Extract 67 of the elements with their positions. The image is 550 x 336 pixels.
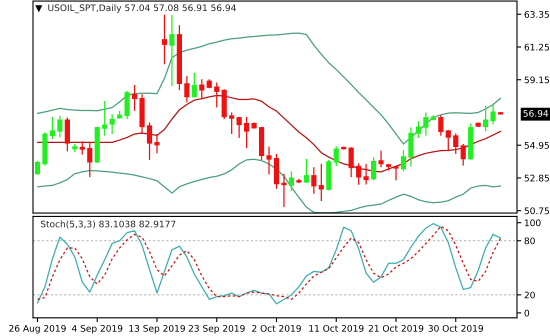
candlestick [304,158,309,184]
candlestick [400,149,406,172]
candlestick [64,116,70,152]
candlestick [124,90,130,120]
candlestick [236,116,242,139]
candlestick [184,75,190,104]
x-tick-label: 30 Oct 2019 [428,324,484,332]
candlestick [356,162,362,186]
candlestick [483,105,488,132]
candlestick [288,170,294,192]
y-tick-label: 61.25 [524,44,549,51]
x-tick-label: 21 Oct 2019 [368,324,424,332]
text: 56.94 [524,110,548,117]
y-tick-label: 20 [524,292,535,298]
candlestick [378,150,384,168]
chart-title: Stoch(5,3,3) 83.1038 82.9177 [40,220,176,228]
candlestick [102,100,108,136]
candlestick [50,116,56,140]
candlestick [110,114,115,135]
y-tick-label: 63.35 [524,10,549,18]
candlestick [266,146,272,176]
candlestick [446,129,451,152]
x-tick-label: 23 Sep 2019 [188,324,245,334]
candlestick [311,166,316,194]
candlestick [169,14,175,87]
x-tick-label: 11 Oct 2019 [309,324,364,332]
y-tick-label: 54.95 [524,142,549,149]
candlestick [460,143,466,166]
line-series [36,32,502,145]
candlestick [87,142,92,178]
y-tick-label: 59.15 [524,76,549,84]
candlestick [393,165,399,182]
candlestick [348,146,354,178]
candlestick [146,122,152,160]
candlestick [57,115,62,138]
candlestick [80,140,85,156]
candlestick [416,120,421,139]
candlestick [364,163,369,186]
candlestick [244,116,250,149]
candlestick [206,78,212,89]
chart-title: USOIL_SPT,Daily 57.04 57.08 56.91 56.94 [48,4,236,14]
x-tick-label: 13 Sep 2019 [129,324,185,334]
candlestick [334,146,339,167]
candlestick [318,163,324,202]
line-series [36,158,502,214]
candlestick [229,112,234,135]
candlestick [154,133,160,154]
candlestick [281,173,287,208]
y-tick-label: 52.85 [524,174,549,182]
candlestick [438,114,444,136]
candlestick [132,84,138,112]
candlestick [423,112,428,136]
candlestick [162,14,168,65]
candlestick [453,132,458,155]
y-tick-label: 80 [524,237,535,244]
x-tick-label: 26 Aug 2019 [9,324,66,334]
y-tick-label: 100 [524,219,541,226]
x-tick-label: 2 Oct 2019 [252,324,301,332]
candlestick [214,82,220,108]
y-tick-label: 50.75 [524,207,549,214]
candlestick [490,104,496,125]
y-tick-label: 0 [524,310,530,316]
candlestick [199,78,204,100]
x-tick-label: 4 Sep 2019 [72,324,122,334]
candlestick [34,160,40,176]
candlestick [371,156,376,182]
candlestick [192,72,197,98]
